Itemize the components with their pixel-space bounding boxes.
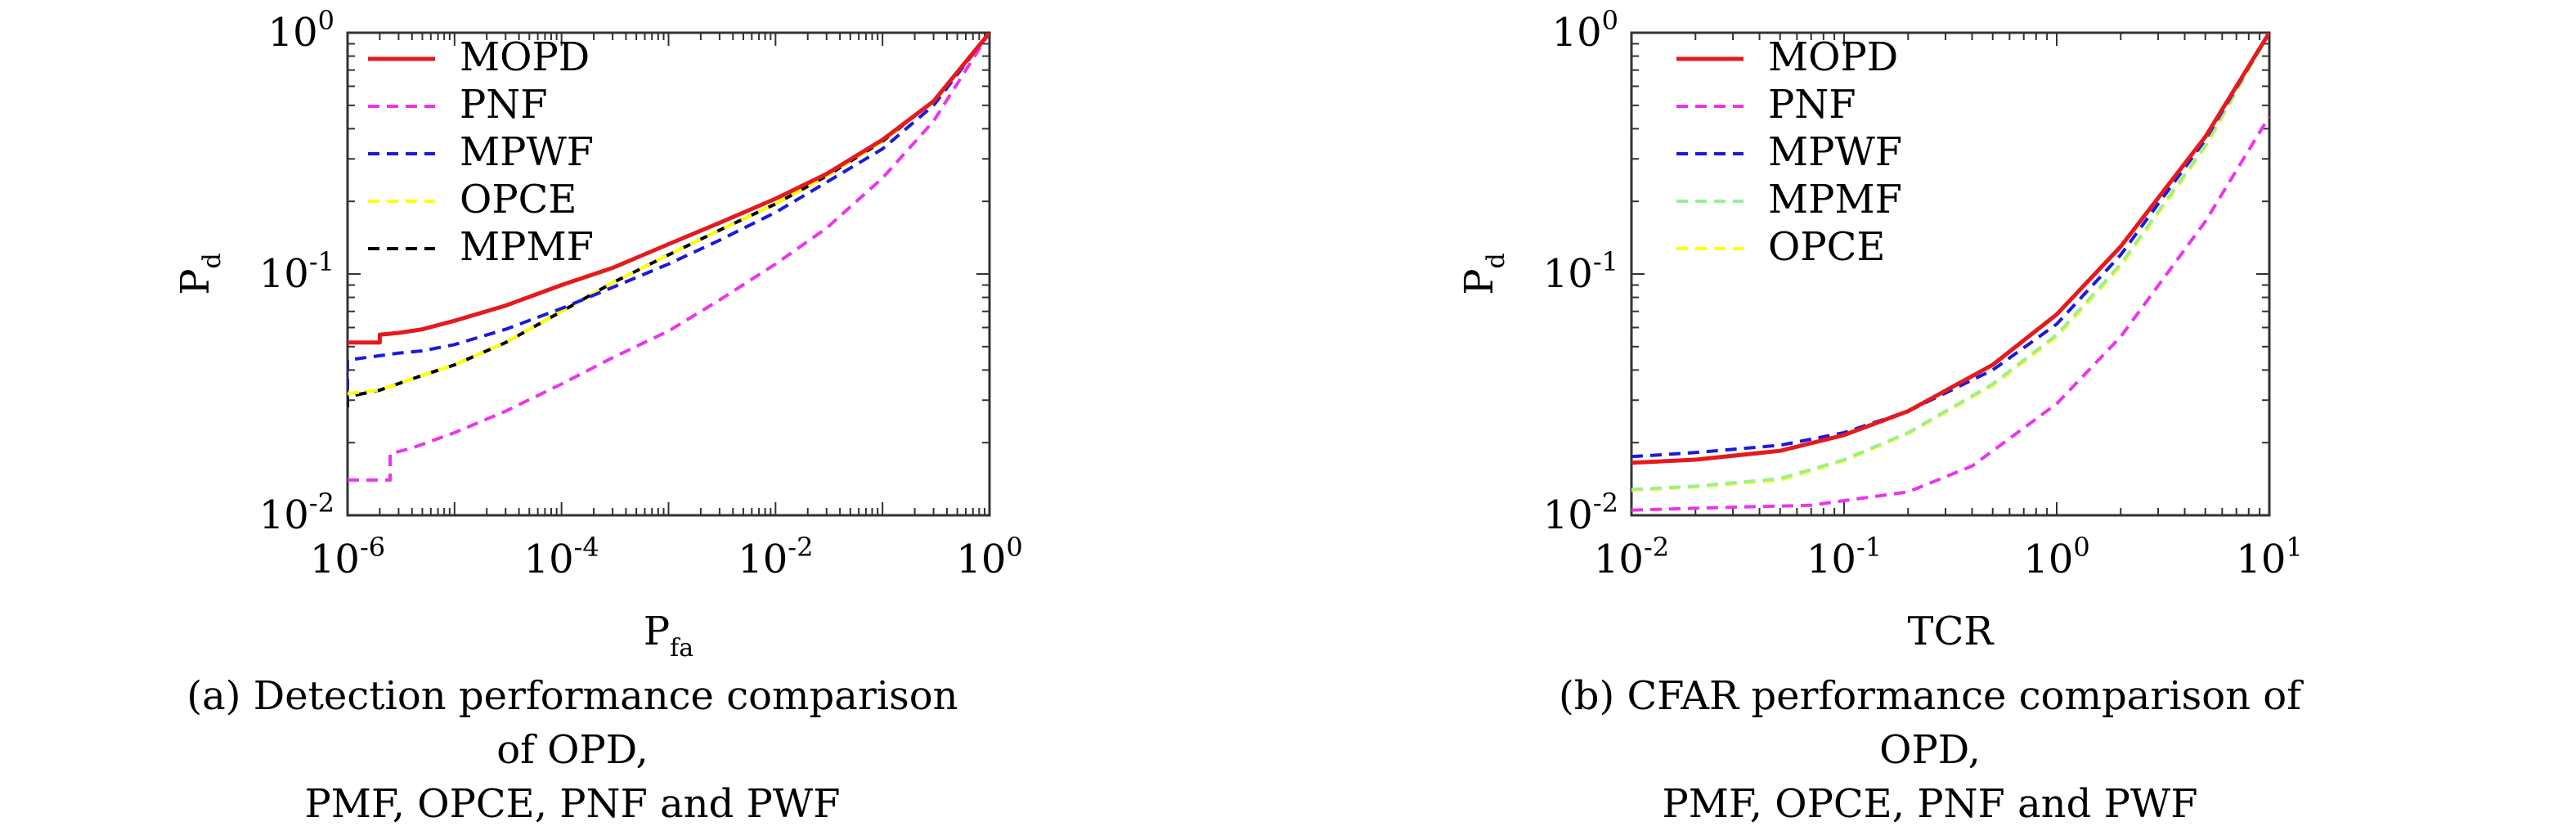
series-line-mopd — [1631, 33, 2269, 465]
series-line-mpwf — [348, 33, 990, 390]
legend-label-mpwf: MPWF — [1768, 129, 1902, 175]
y-tick-label: 10-1 — [259, 246, 334, 297]
chart-b: 10-2 10-1 100 101 10-2 10-1 100 TCR Pd MOPDPNFMPW… — [1456, 5, 2303, 654]
x-tick-label: 10-2 — [1594, 532, 1669, 582]
legend-label-opce: OPCE — [1768, 224, 1885, 270]
series-line-pnf — [348, 33, 990, 482]
x-tick-label: 100 — [2023, 532, 2089, 582]
x-tick-label: 101 — [2236, 532, 2302, 582]
y-axis-label: Pd — [1456, 253, 1510, 295]
x-axis-label: TCR — [1908, 609, 1995, 654]
caption-b: (b) CFAR performance comparison of OPD, … — [1559, 673, 2301, 827]
x-tick-label: 10-6 — [310, 532, 385, 582]
legend-label-pnf: PNF — [1768, 82, 1856, 128]
legend-label-mpmf: MPMF — [1768, 177, 1902, 222]
series-line-mpwf — [1631, 33, 2269, 459]
y-tick-label: 10-1 — [1543, 246, 1618, 297]
y-axis-label: Pd — [173, 253, 227, 295]
legend-label-mpmf: MPMF — [460, 224, 594, 270]
figure-canvas: 10-6 10-4 10-2 10010-210-1100PfaPdMOPDPNFMP… — [173, 5, 2303, 663]
y-tick-label: 10-2 — [259, 487, 334, 538]
x-tick-label: 10-2 — [738, 532, 813, 582]
legend-label-opce: OPCE — [460, 177, 577, 222]
x-tick-label: 100 — [956, 532, 1022, 582]
y-tick-label: 10-2 — [1543, 487, 1618, 538]
legend-label-mpwf: MPWF — [460, 129, 594, 175]
x-axis-label: Pfa — [644, 609, 693, 663]
legend-label-mopd: MOPD — [460, 34, 590, 80]
series-line-mopd — [348, 33, 990, 345]
chart-a: 10-6 10-4 10-2 10010-210-1100PfaPdMOPDPNFMP… — [173, 5, 1023, 663]
series-line-pnf — [1631, 115, 2269, 512]
x-tick-label: 10-4 — [524, 532, 599, 582]
y-tick-label: 100 — [268, 5, 334, 56]
x-tick-label: 10-1 — [1806, 532, 1882, 582]
caption-a: (a) Detection performance comparison of … — [186, 673, 958, 827]
series-line-mpmf — [1631, 33, 2269, 492]
plot-frame — [346, 31, 991, 517]
legend-label-mopd: MOPD — [1768, 34, 1898, 80]
plot-frame — [1630, 31, 2271, 517]
legend-label-pnf: PNF — [460, 82, 548, 128]
y-tick-label: 100 — [1552, 5, 1618, 56]
